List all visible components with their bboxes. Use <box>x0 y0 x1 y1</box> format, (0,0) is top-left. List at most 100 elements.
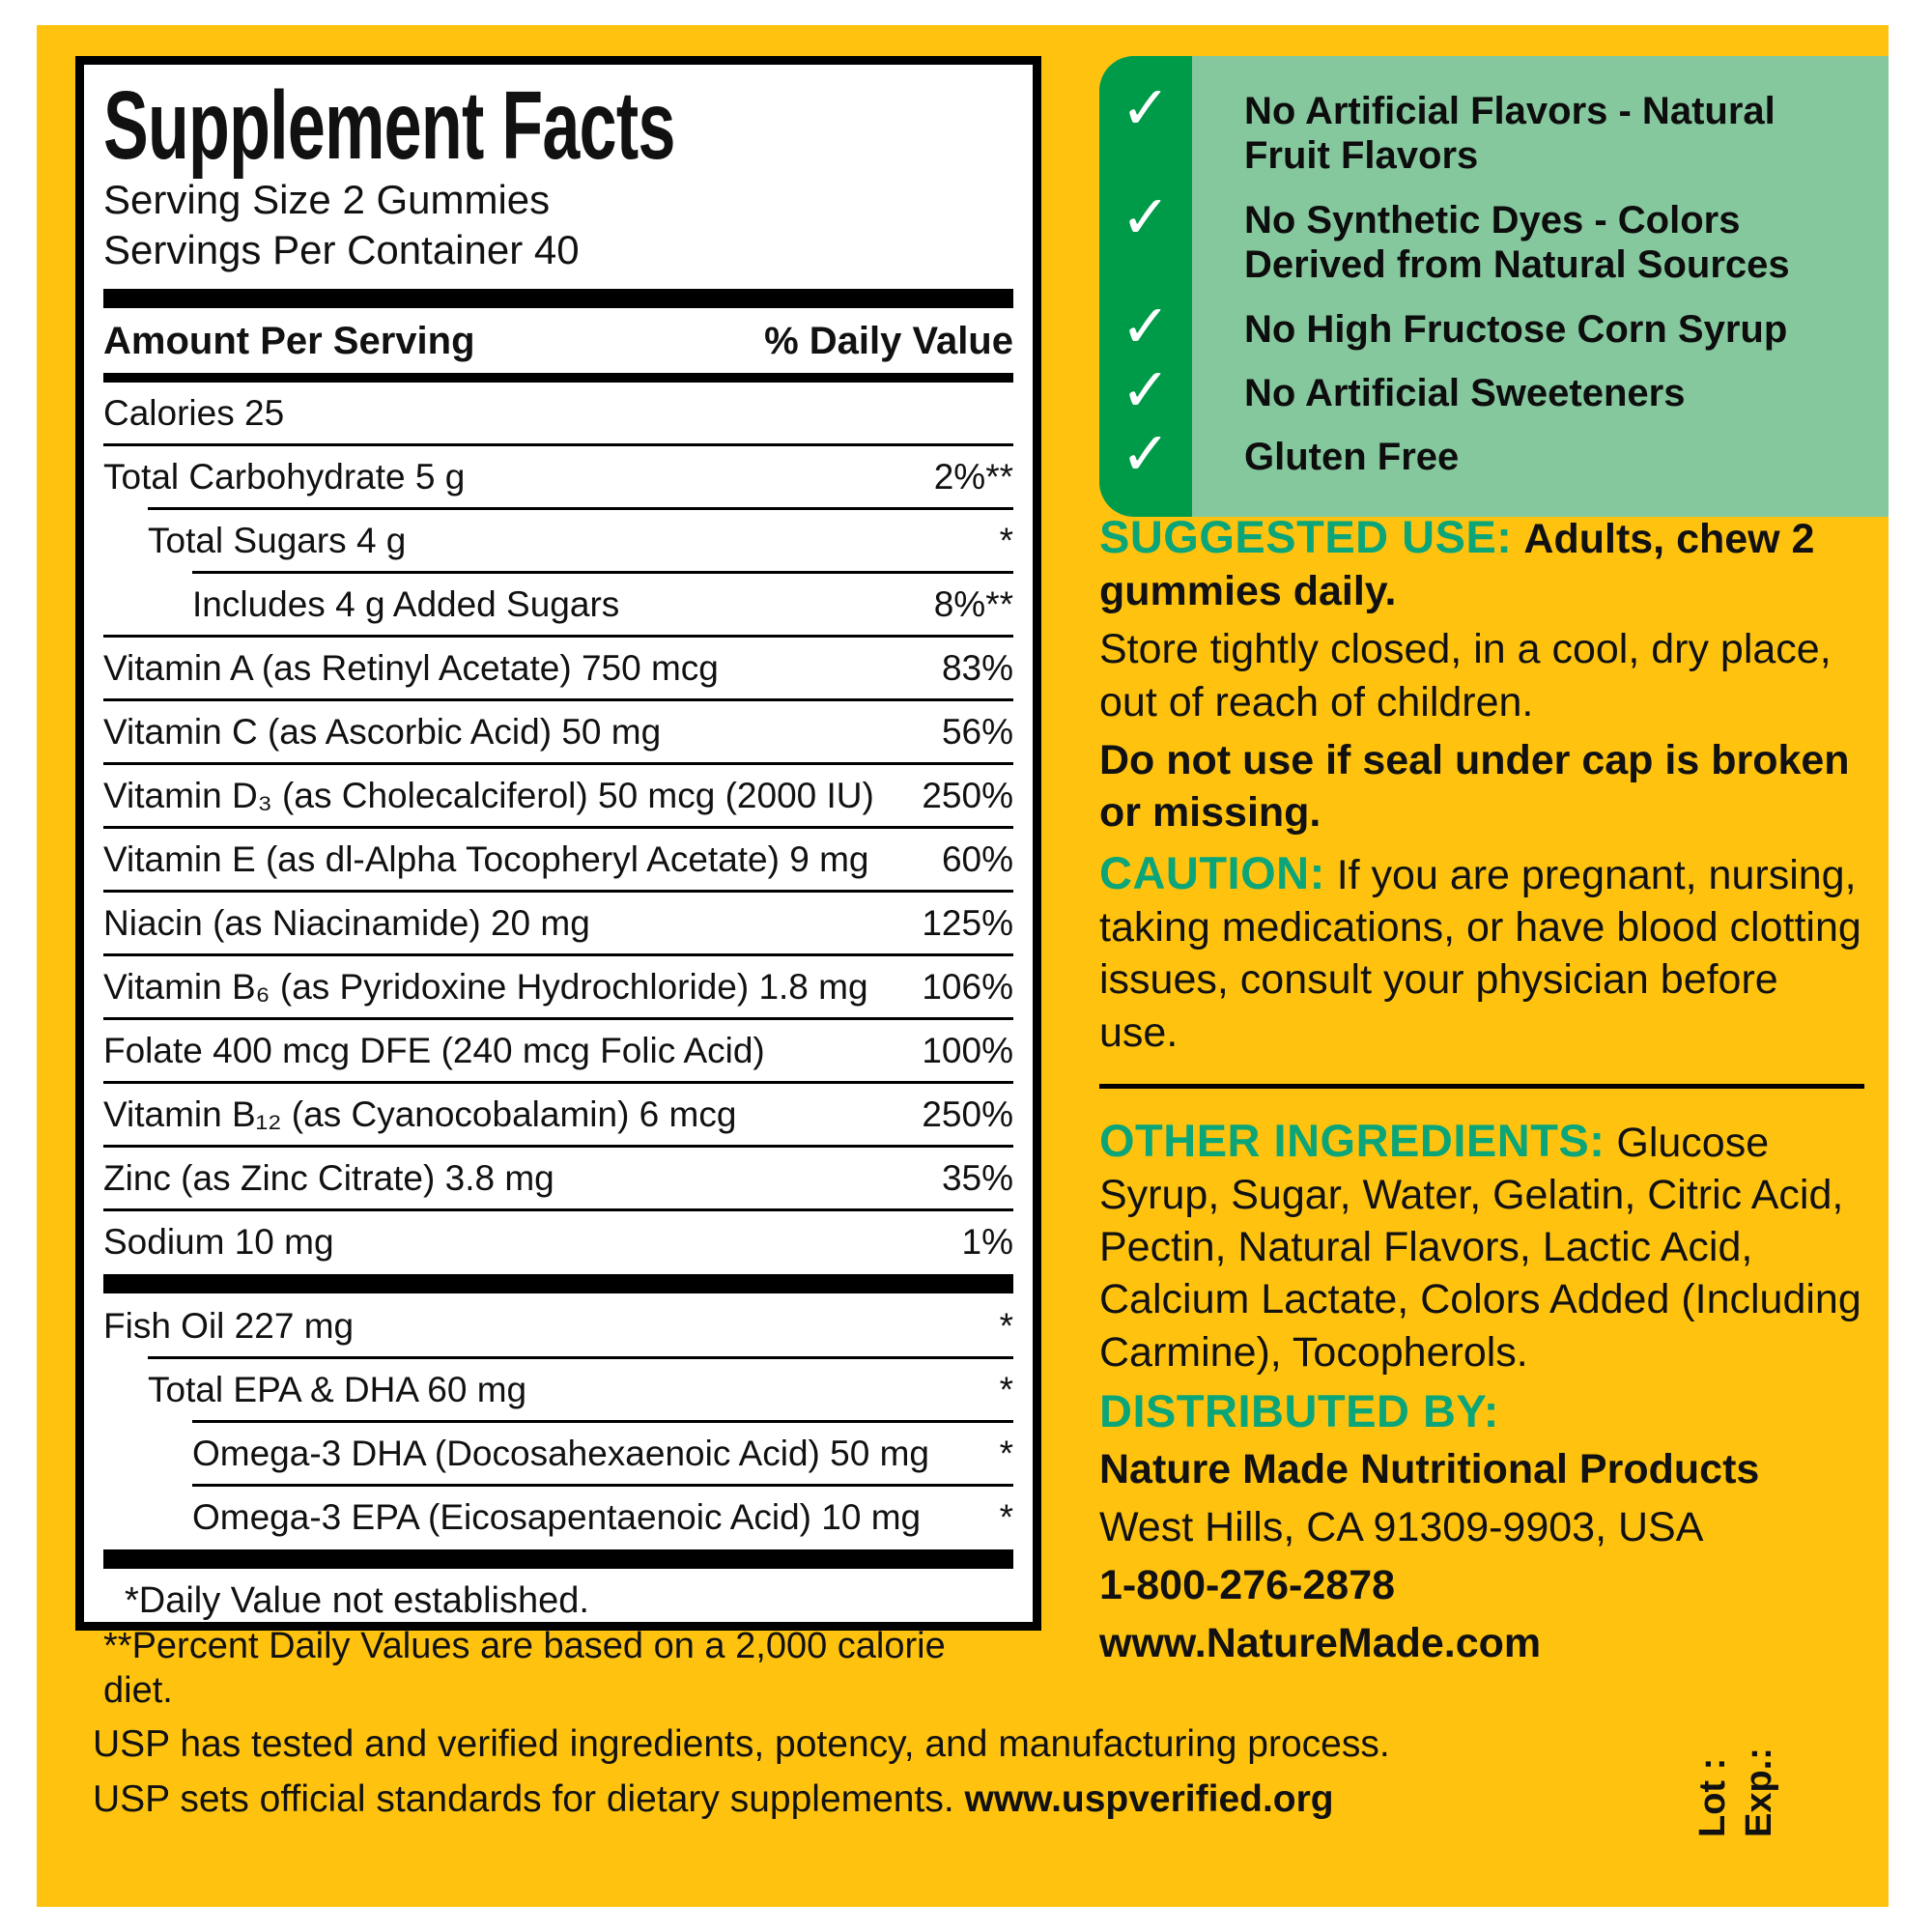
section-divider-bar <box>103 1274 1013 1294</box>
fact-row-daily-value: 250% <box>922 776 1013 816</box>
checkmark-icon: ✓ <box>1121 184 1171 251</box>
fact-row-label: Niacin (as Niacinamide) 20 mg <box>103 903 590 944</box>
fact-row: Includes 4 g Added Sugars 8%** <box>192 571 1013 635</box>
suggested-use-intro: SUGGESTED USE: Adults, chew 2 gummies da… <box>1099 508 1864 617</box>
claim-item: ✓ Gluten Free <box>1121 425 1853 485</box>
fact-row-daily-value: * <box>999 1497 1013 1538</box>
fact-row-label: Vitamin B₁₂ (as Cyanocobalamin) 6 mcg <box>103 1094 737 1135</box>
distributed-by-heading: DISTRIBUTED BY: <box>1099 1384 1499 1436</box>
fact-row-daily-value: * <box>999 1306 1013 1347</box>
usp-line2: USP sets official standards for dietary … <box>93 1777 954 1820</box>
checkmark-icon: ✓ <box>1121 356 1171 424</box>
usp-line2-wrap: USP sets official standards for dietary … <box>93 1773 1390 1828</box>
fact-row: Calories 25 <box>103 383 1013 443</box>
caution-paragraph: CAUTION: If you are pregnant, nursing, t… <box>1099 844 1864 1059</box>
fact-row-label: Omega-3 DHA (Docosahexaenoic Acid) 50 mg <box>192 1434 929 1474</box>
fact-row: Zinc (as Zinc Citrate) 3.8 mg 35% <box>103 1145 1013 1208</box>
other-ingredients-heading: OTHER INGREDIENTS: <box>1099 1114 1605 1166</box>
fact-row: Omega-3 EPA (Eicosapentaenoic Acid) 10 m… <box>192 1484 1013 1548</box>
fact-row-label: Folate 400 mcg DFE (240 mcg Folic Acid) <box>103 1031 765 1071</box>
fact-row: Total Carbohydrate 5 g 2%** <box>103 443 1013 507</box>
claims-box: ✓ No Artificial Flavors - Natural Fruit … <box>1099 56 1889 517</box>
fact-row-label: Total EPA & DHA 60 mg <box>148 1370 527 1410</box>
fact-row: Vitamin C (as Ascorbic Acid) 50 mg 56% <box>103 698 1013 762</box>
claim-item: ✓ No Artificial Flavors - Natural Fruit … <box>1121 79 1853 179</box>
fact-row-label: Vitamin B₆ (as Pyridoxine Hydrochloride)… <box>103 967 868 1008</box>
fact-row-daily-value: 60% <box>941 839 1013 880</box>
facts-column-header: Amount Per Serving % Daily Value <box>103 308 1013 373</box>
fact-row: Vitamin A (as Retinyl Acetate) 750 mcg 8… <box>103 635 1013 698</box>
facts-rows: Calories 25 Total Carbohydrate 5 g 2%** … <box>103 383 1013 1548</box>
fact-row-label: Fish Oil 227 mg <box>103 1306 355 1347</box>
fact-row-daily-value: 100% <box>922 1031 1013 1071</box>
claims-checkmark-strip <box>1099 56 1192 517</box>
fact-row-label: Total Carbohydrate 5 g <box>103 457 466 497</box>
fact-row-label: Vitamin E (as dl-Alpha Tocopheryl Acetat… <box>103 839 869 880</box>
distributor-company: Nature Made Nutritional Products <box>1099 1445 1760 1492</box>
fact-row-daily-value: * <box>999 1434 1013 1474</box>
fact-row-daily-value: 8%** <box>933 584 1013 625</box>
fact-row-label: Calories 25 <box>103 393 285 434</box>
claim-item: ✓ No Synthetic Dyes - Colors Derived fro… <box>1121 187 1853 288</box>
fact-row: Fish Oil 227 mg * <box>103 1295 1013 1356</box>
fact-row: Vitamin B₆ (as Pyridoxine Hydrochloride)… <box>103 953 1013 1017</box>
right-text-column: SUGGESTED USE: Adults, chew 2 gummies da… <box>1099 508 1864 1675</box>
distributor-address: West Hills, CA 91309-9903, USA <box>1099 1503 1704 1550</box>
checkmark-icon: ✓ <box>1121 293 1171 360</box>
fact-row-label: Vitamin A (as Retinyl Acetate) 750 mcg <box>103 648 719 689</box>
fact-row-label: Zinc (as Zinc Citrate) 3.8 mg <box>103 1158 554 1199</box>
claim-text: Gluten Free <box>1244 436 1460 479</box>
fact-row-daily-value: 2%** <box>933 457 1013 497</box>
fact-row-daily-value: * <box>999 521 1013 561</box>
distributor-phone: 1-800-276-2878 <box>1099 1562 1396 1609</box>
fact-row-daily-value: 56% <box>941 712 1013 753</box>
fact-row-label: Vitamin D₃ (as Cholecalciferol) 50 mcg (… <box>103 776 874 816</box>
fact-row-daily-value: 125% <box>922 903 1013 944</box>
claim-text: No High Fructose Corn Syrup <box>1244 307 1788 351</box>
fact-row: Total EPA & DHA 60 mg * <box>148 1356 1013 1420</box>
footnote-percent-daily-values: **Percent Daily Values are based on a 2,… <box>103 1625 946 1711</box>
facts-footnotes: *Daily Value not established. **Percent … <box>103 1571 1013 1713</box>
suggested-use-heading: SUGGESTED USE: <box>1099 511 1513 562</box>
claim-text: No Synthetic Dyes - Colors Derived from … <box>1244 198 1790 287</box>
lot-exp-block: Lot : Exp.: <box>1690 1747 1783 1837</box>
fact-row: Omega-3 DHA (Docosahexaenoic Acid) 50 mg… <box>192 1420 1013 1484</box>
seal-warning: Do not use if seal under cap is broken o… <box>1099 736 1850 836</box>
fact-row-daily-value: 1% <box>961 1222 1013 1263</box>
footnote-daily-value: *Daily Value not established. <box>125 1580 589 1622</box>
usp-line1: USP has tested and verified ingredients,… <box>93 1723 1390 1765</box>
caution-body: If you are pregnant, nursing, taking med… <box>1099 852 1861 1056</box>
footnote-divider-bar <box>103 1549 1013 1570</box>
claim-item: ✓ No Artificial Sweeteners <box>1121 360 1853 420</box>
fact-row-label: Sodium 10 mg <box>103 1222 334 1263</box>
fact-row: Niacin (as Niacinamide) 20 mg 125% <box>103 890 1013 953</box>
other-ingredients-list: Glucose Syrup, Sugar, Water, Gelatin, Ci… <box>1099 1119 1861 1376</box>
product-label-background: Supplement Facts Serving Size 2 Gummies … <box>37 25 1889 1907</box>
section-divider-line <box>1099 1083 1864 1089</box>
fact-row-daily-value: 250% <box>922 1094 1013 1135</box>
supplement-facts-title: Supplement Facts <box>103 71 675 180</box>
column-daily-value: % Daily Value <box>764 320 1013 363</box>
usp-footer: USP has tested and verified ingredients,… <box>93 1718 1390 1827</box>
other-ingredients-paragraph: OTHER INGREDIENTS: Glucose Syrup, Sugar,… <box>1099 1112 1864 1378</box>
usp-url: www.uspverified.org <box>964 1777 1334 1820</box>
distributor-website: www.NatureMade.com <box>1099 1620 1542 1667</box>
supplement-facts-panel: Supplement Facts Serving Size 2 Gummies … <box>75 56 1041 1711</box>
checkmark-icon: ✓ <box>1121 421 1171 489</box>
fact-row: Sodium 10 mg 1% <box>103 1208 1013 1272</box>
fact-row: Vitamin B₁₂ (as Cyanocobalamin) 6 mcg 25… <box>103 1081 1013 1145</box>
fact-row: Vitamin D₃ (as Cholecalciferol) 50 mcg (… <box>103 762 1013 826</box>
fact-row-daily-value: * <box>999 1370 1013 1410</box>
fact-row-label: Omega-3 EPA (Eicosapentaenoic Acid) 10 m… <box>192 1497 922 1538</box>
suggested-use-directions: Adults, chew 2 gummies daily. <box>1099 516 1815 615</box>
fact-row-label: Includes 4 g Added Sugars <box>192 584 620 625</box>
column-amount-per-serving: Amount Per Serving <box>103 320 475 363</box>
fact-row-daily-value: 106% <box>922 967 1013 1008</box>
claim-text: No Artificial Sweeteners <box>1244 371 1686 414</box>
storage-instructions: Store tightly closed, in a cool, dry pla… <box>1099 626 1832 725</box>
claims-list: ✓ No Artificial Flavors - Natural Fruit … <box>1121 79 1873 485</box>
exp-label: Exp.: <box>1738 1747 1779 1837</box>
checkmark-icon: ✓ <box>1121 75 1171 142</box>
column-header-divider-bar <box>103 373 1013 384</box>
